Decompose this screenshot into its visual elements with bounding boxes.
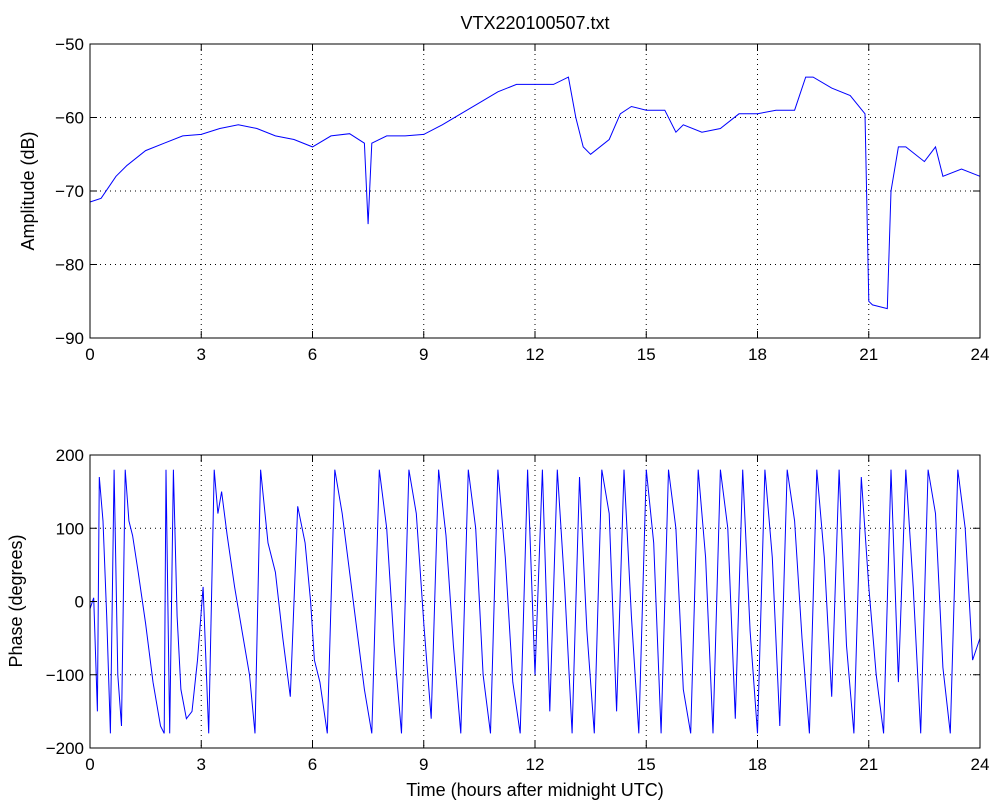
amplitude-panel: VTX220100507.txt 0 3 6 9 12 15 18 21 24 −90 −80 −70… (18, 13, 989, 364)
phase-x-tick-label: 6 (308, 755, 317, 774)
phase-y-tick-label: −200 (46, 739, 84, 758)
amplitude-x-tick-label: 12 (526, 345, 545, 364)
amplitude-y-tick-label: −60 (55, 109, 84, 128)
amplitude-series-line (89, 76, 981, 310)
phase-x-tick-label: 9 (419, 755, 428, 774)
phase-ticks: 0 3 6 9 12 15 18 21 24 −200 −100 0 100 200 (46, 446, 990, 774)
phase-series-line (89, 469, 981, 734)
amplitude-chart-title: VTX220100507.txt (460, 13, 609, 33)
phase-x-tick-label: 15 (637, 755, 656, 774)
amplitude-x-tick-label: 15 (637, 345, 656, 364)
phase-panel: 0 3 6 9 12 15 18 21 24 −200 −100 0 100 200 Phase (deg… (6, 446, 989, 800)
amplitude-y-tick-label: −50 (55, 35, 84, 54)
amplitude-y-tick-label: −80 (55, 256, 84, 275)
phase-y-tick-label: 0 (75, 593, 84, 612)
amplitude-x-tick-label: 6 (308, 345, 317, 364)
amplitude-x-tick-label: 0 (85, 345, 94, 364)
phase-y-tick-label: −100 (46, 666, 84, 685)
phase-x-axis-label: Time (hours after midnight UTC) (406, 780, 663, 800)
amplitude-x-tick-label: 24 (971, 345, 990, 364)
amplitude-y-tick-label: −70 (55, 182, 84, 201)
phase-x-tick-label: 3 (197, 755, 206, 774)
phase-x-tick-label: 24 (971, 755, 990, 774)
amplitude-y-tick-label: −90 (55, 329, 84, 348)
amplitude-x-tick-label: 18 (748, 345, 767, 364)
amplitude-x-tick-label: 9 (419, 345, 428, 364)
amplitude-x-tick-label: 3 (197, 345, 206, 364)
amplitude-x-tick-label: 21 (859, 345, 878, 364)
amplitude-y-axis-label: Amplitude (dB) (18, 131, 38, 250)
phase-x-tick-label: 21 (859, 755, 878, 774)
phase-x-tick-label: 18 (748, 755, 767, 774)
phase-y-tick-label: 200 (56, 446, 84, 465)
phase-x-tick-label: 0 (85, 755, 94, 774)
phase-y-axis-label: Phase (degrees) (6, 534, 26, 667)
amplitude-ticks: 0 3 6 9 12 15 18 21 24 −90 −80 −70 −60 −50 (55, 35, 989, 364)
phase-x-tick-label: 12 (526, 755, 545, 774)
phase-y-tick-label: 100 (56, 519, 84, 538)
